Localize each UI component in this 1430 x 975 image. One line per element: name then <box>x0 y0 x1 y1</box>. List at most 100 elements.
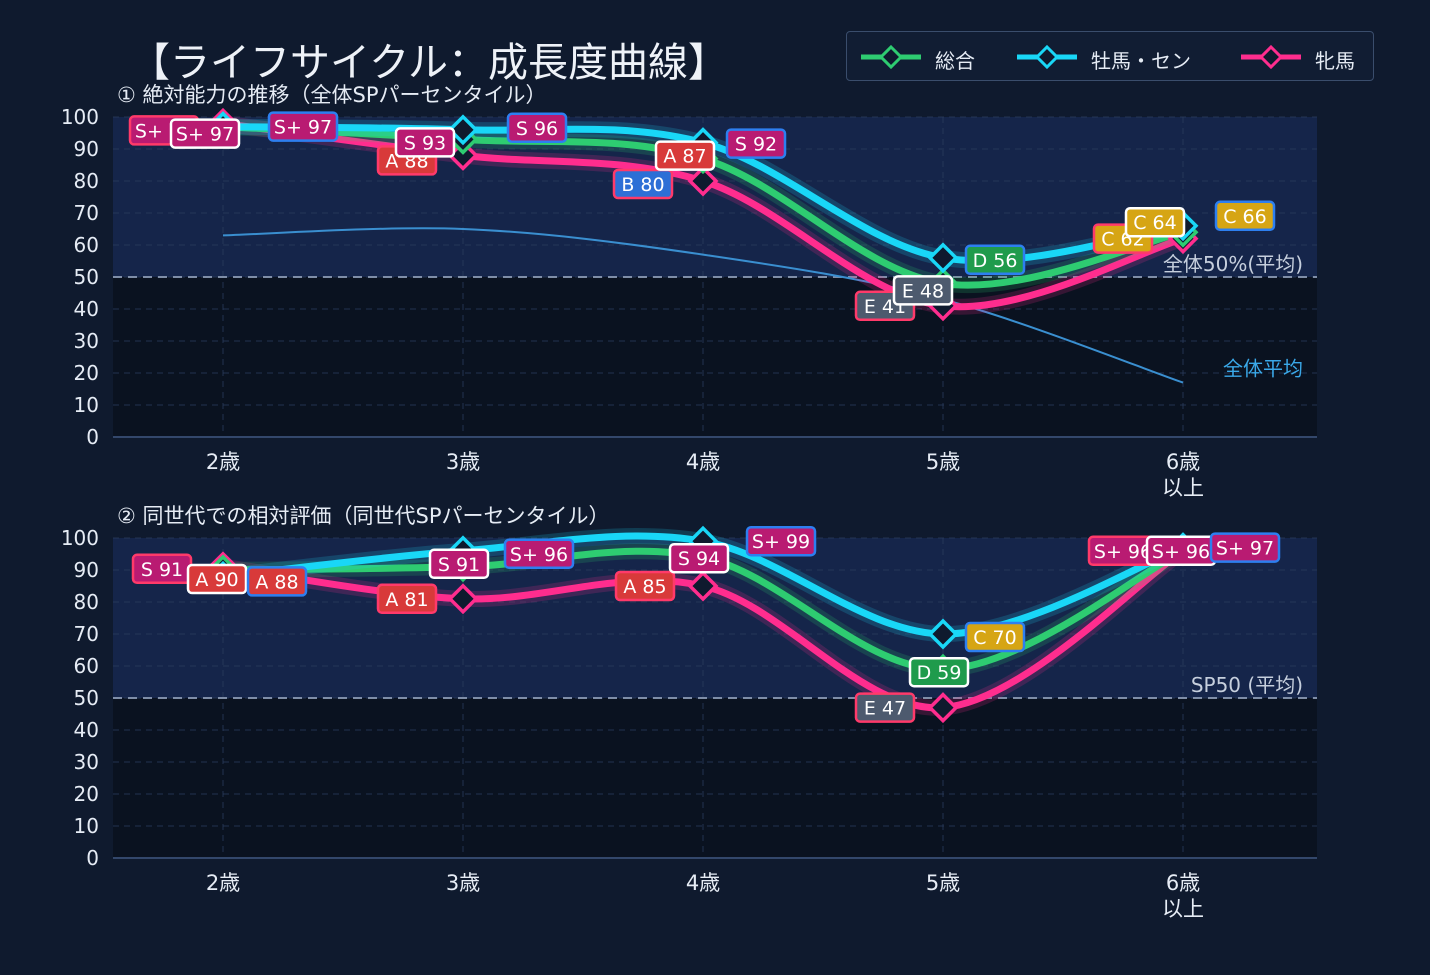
legend-diamond-overall <box>878 44 904 70</box>
y-tick-label: 80 <box>74 590 99 614</box>
data-label-box <box>854 692 916 723</box>
panel-title: ① 絶対能力の推移（全体SPパーセンタイル） <box>117 83 547 107</box>
reference-line-label: SP50 (平均) <box>1191 673 1303 697</box>
y-tick-label: 70 <box>74 201 99 225</box>
legend-item-male: 牡馬・セン <box>1015 32 1191 82</box>
data-point-marker <box>447 114 479 146</box>
data-label-box <box>394 127 456 158</box>
data-label: C 66 <box>1223 206 1266 228</box>
lower-band <box>113 698 1317 858</box>
data-label: A 81 <box>385 589 428 611</box>
data-label: S+ 96 <box>1152 541 1210 563</box>
x-tick-label: 3歳 <box>446 871 480 895</box>
legend-marker-male <box>1017 44 1077 70</box>
y-tick-label: 70 <box>74 622 99 646</box>
data-point-marker <box>927 618 959 650</box>
x-tick-label: 2歳 <box>206 450 240 474</box>
reference-line-label: 全体50%(平均) <box>1163 252 1303 276</box>
legend-label-overall: 総合 <box>935 49 975 73</box>
data-label-box <box>503 538 575 570</box>
y-tick-label: 60 <box>74 654 99 678</box>
y-tick-label: 100 <box>61 526 99 550</box>
x-tick-label: 以上 <box>1162 476 1204 500</box>
y-tick-label: 40 <box>74 297 99 321</box>
data-point-marker <box>927 242 959 274</box>
data-label: A 90 <box>195 569 238 591</box>
y-tick-label: 10 <box>74 393 99 417</box>
legend-item-overall: 総合 <box>859 32 975 82</box>
data-label-box <box>612 168 674 200</box>
y-tick-label: 50 <box>74 686 99 710</box>
data-point-marker <box>687 570 719 602</box>
y-tick-label: 40 <box>74 718 99 742</box>
legend: 総合 牡馬・セン 牝馬 <box>846 31 1374 81</box>
data-label-box <box>892 275 954 306</box>
data-label: A 87 <box>663 146 706 168</box>
data-label-box <box>964 244 1026 276</box>
data-label: S+ 97 <box>1216 538 1274 560</box>
y-tick-label: 0 <box>86 846 99 870</box>
x-tick-label: 6歳 <box>1166 871 1200 895</box>
data-label: S+ 99 <box>752 531 810 553</box>
data-label: E 48 <box>902 280 944 302</box>
average-label: 全体平均 <box>1223 356 1303 380</box>
legend-marker-overall <box>861 44 921 70</box>
y-tick-label: 20 <box>74 782 99 806</box>
y-tick-label: 80 <box>74 169 99 193</box>
y-tick-label: 100 <box>61 105 99 129</box>
y-tick-label: 90 <box>74 558 99 582</box>
y-tick-label: 30 <box>74 750 99 774</box>
x-tick-label: 以上 <box>1162 897 1204 921</box>
x-tick-label: 3歳 <box>446 450 480 474</box>
data-label-box <box>1124 206 1186 238</box>
x-tick-label: 5歳 <box>926 871 960 895</box>
y-tick-label: 30 <box>74 329 99 353</box>
y-tick-label: 0 <box>86 425 99 449</box>
data-label: S 91 <box>438 554 480 576</box>
chart-title: 【ライフサイクル：成長度曲線】 <box>130 40 728 86</box>
data-label: S+ 97 <box>274 117 332 139</box>
legend-label-female: 牝馬 <box>1315 49 1355 73</box>
data-label-box <box>186 563 248 595</box>
data-label: A 85 <box>623 576 666 598</box>
data-label-box <box>745 525 817 557</box>
lower-band <box>113 277 1317 437</box>
data-label: S 91 <box>141 559 183 581</box>
x-tick-label: 4歳 <box>686 871 720 895</box>
data-label: S+ 97 <box>176 124 234 146</box>
y-tick-label: 20 <box>74 361 99 385</box>
legend-marker-female <box>1241 44 1301 70</box>
data-label-box <box>246 566 308 597</box>
data-label-box <box>169 118 241 149</box>
data-label-box <box>654 140 716 171</box>
data-label: S+ 96 <box>1094 541 1152 563</box>
data-label: B 80 <box>621 174 664 196</box>
x-tick-label: 2歳 <box>206 871 240 895</box>
panel-title: ② 同世代での相対評価（同世代SPパーセンタイル） <box>117 504 610 528</box>
data-label: E 47 <box>864 698 906 720</box>
data-label-box <box>1209 532 1281 563</box>
data-label: S 93 <box>404 132 446 154</box>
legend-item-female: 牝馬 <box>1239 32 1355 82</box>
data-label-box <box>376 583 438 615</box>
y-tick-label: 60 <box>74 233 99 257</box>
average-line <box>222 227 1184 384</box>
data-label-box <box>725 128 787 159</box>
legend-diamond-male <box>1034 44 1060 70</box>
data-label-box <box>908 656 970 688</box>
data-point-marker <box>927 692 959 724</box>
data-label: C 64 <box>1133 212 1176 234</box>
data-label-box <box>614 570 676 602</box>
data-label-box <box>506 112 568 144</box>
data-label: D 59 <box>917 662 962 684</box>
legend-label-male: 牡馬・セン <box>1091 49 1191 73</box>
legend-diamond-female <box>1258 44 1284 70</box>
data-label-box <box>428 548 490 580</box>
y-tick-label: 50 <box>74 265 99 289</box>
x-tick-label: 5歳 <box>926 450 960 474</box>
x-tick-label: 6歳 <box>1166 450 1200 474</box>
data-label: S+ 96 <box>510 544 568 566</box>
